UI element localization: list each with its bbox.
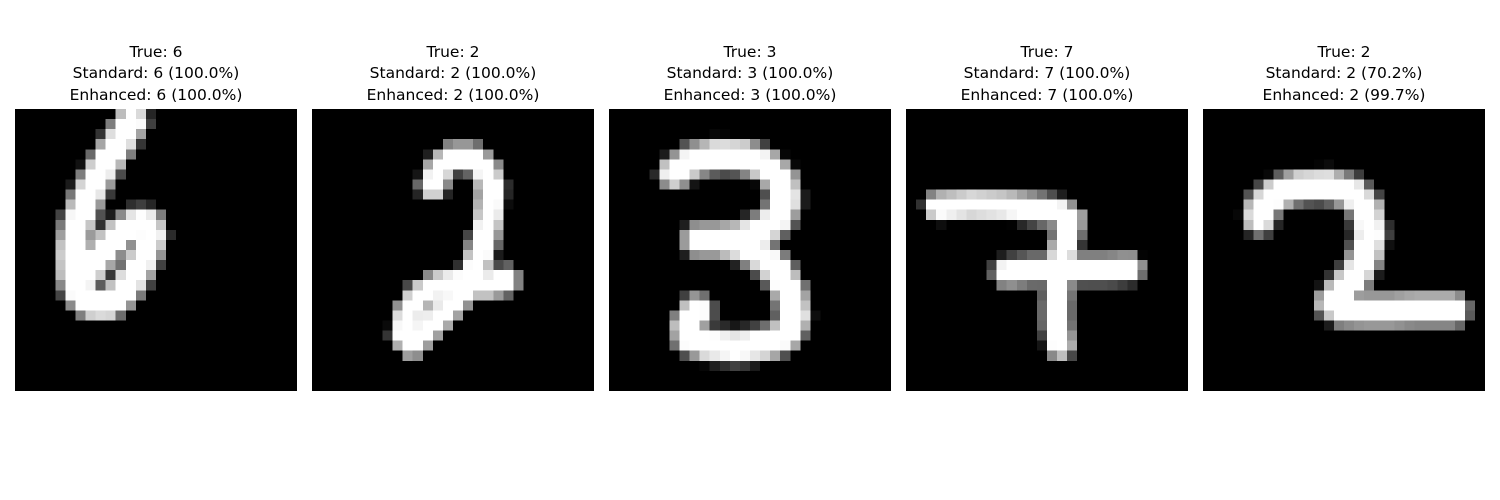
digit-image [906, 109, 1188, 391]
panel-title: True: 3 Standard: 3 (100.0%) Enhanced: 3… [589, 42, 911, 106]
standard-prediction: Standard: 3 (100.0%) [589, 63, 911, 84]
true-label: True: 3 [589, 42, 911, 63]
enhanced-prediction: Enhanced: 2 (100.0%) [292, 85, 614, 106]
panel-title: True: 2 Standard: 2 (100.0%) Enhanced: 2… [292, 42, 614, 106]
true-label: True: 2 [1183, 42, 1500, 63]
panel-title: True: 2 Standard: 2 (70.2%) Enhanced: 2 … [1183, 42, 1500, 106]
sample-panel-4: True: 7 Standard: 7 (100.0%) Enhanced: 7… [906, 0, 1188, 500]
enhanced-prediction: Enhanced: 7 (100.0%) [886, 85, 1208, 106]
digit-image [609, 109, 891, 391]
enhanced-prediction: Enhanced: 2 (99.7%) [1183, 85, 1500, 106]
sample-panel-1: True: 6 Standard: 6 (100.0%) Enhanced: 6… [15, 0, 297, 500]
true-label: True: 2 [292, 42, 614, 63]
panel-title: True: 6 Standard: 6 (100.0%) Enhanced: 6… [0, 42, 317, 106]
digit-image [15, 109, 297, 391]
standard-prediction: Standard: 2 (100.0%) [292, 63, 614, 84]
panel-title: True: 7 Standard: 7 (100.0%) Enhanced: 7… [886, 42, 1208, 106]
standard-prediction: Standard: 2 (70.2%) [1183, 63, 1500, 84]
sample-panel-3: True: 3 Standard: 3 (100.0%) Enhanced: 3… [609, 0, 891, 500]
enhanced-prediction: Enhanced: 6 (100.0%) [0, 85, 317, 106]
sample-panel-5: True: 2 Standard: 2 (70.2%) Enhanced: 2 … [1203, 0, 1485, 500]
digit-image [1203, 109, 1485, 391]
standard-prediction: Standard: 7 (100.0%) [886, 63, 1208, 84]
sample-panel-2: True: 2 Standard: 2 (100.0%) Enhanced: 2… [312, 0, 594, 500]
true-label: True: 7 [886, 42, 1208, 63]
enhanced-prediction: Enhanced: 3 (100.0%) [589, 85, 911, 106]
digit-image [312, 109, 594, 391]
standard-prediction: Standard: 6 (100.0%) [0, 63, 317, 84]
true-label: True: 6 [0, 42, 317, 63]
